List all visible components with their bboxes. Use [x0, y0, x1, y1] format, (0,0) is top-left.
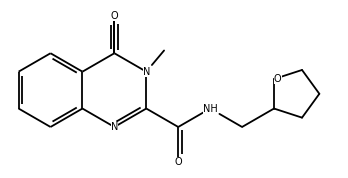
- Text: N: N: [143, 67, 150, 77]
- Text: O: O: [174, 157, 182, 167]
- Text: O: O: [274, 74, 282, 84]
- Text: NH: NH: [203, 104, 218, 114]
- Text: N: N: [111, 122, 118, 132]
- Text: O: O: [111, 11, 118, 21]
